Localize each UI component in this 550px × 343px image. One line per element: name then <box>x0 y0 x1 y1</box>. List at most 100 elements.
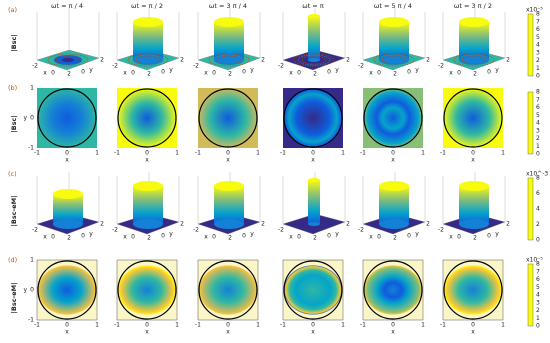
colorbar-tick: 5 <box>536 112 540 119</box>
x-tick-label: 1 <box>341 322 345 329</box>
axis-label: x <box>391 157 395 164</box>
colorbar-tick: 0 <box>536 73 540 80</box>
axis-label: x <box>123 234 127 241</box>
axis-tick: 2 <box>426 221 430 228</box>
map-field <box>199 265 257 315</box>
axis-label: x <box>204 70 208 77</box>
column-title: ωt = 3 π / 4 <box>209 2 247 10</box>
axis-label: y <box>250 231 254 238</box>
axis-tick: 0 <box>297 234 301 241</box>
colorbar-exponent: x10^-3 <box>526 171 548 178</box>
field-ring <box>55 55 81 65</box>
axis-tick: -2 <box>358 227 364 234</box>
colorbar-tick: 6 <box>536 190 540 197</box>
axis-label: x <box>289 70 293 77</box>
surface-body <box>214 22 244 60</box>
map-field <box>198 88 258 148</box>
x-tick-label: 1 <box>175 322 179 329</box>
axis-label: y <box>415 231 419 238</box>
axis-tick: 2 <box>67 71 71 78</box>
colorbar-tick: 7 <box>536 268 540 275</box>
colorbar-tick: 8 <box>536 261 540 268</box>
field-ring <box>381 55 407 65</box>
axis-label: x <box>471 329 475 336</box>
map-field <box>364 265 422 315</box>
surface-top <box>308 178 320 182</box>
axis-label: x <box>449 234 453 241</box>
row-quantity: |Bsc-eM| <box>10 196 19 227</box>
x-tick-label: 0 <box>391 150 395 157</box>
axis-label: x <box>289 234 293 241</box>
x-tick-label: 1 <box>256 150 260 157</box>
boundary-circle <box>443 88 503 148</box>
axis-tick: 0 <box>81 69 85 76</box>
surface-base <box>308 222 320 226</box>
axis-tick: 2 <box>147 71 151 78</box>
axis-tick: 2 <box>261 221 265 228</box>
y-tick-label: 0 <box>30 115 34 122</box>
surface-base <box>133 55 163 65</box>
field-ring <box>453 53 495 67</box>
axis-label: x <box>145 157 149 164</box>
row-quantity: |Bsc| <box>10 34 19 51</box>
colorbar-tick: 4 <box>536 42 540 49</box>
colorbar-tick: 0 <box>536 151 540 158</box>
axis-tick: 0 <box>131 70 135 77</box>
x-tick-label: -1 <box>280 322 286 329</box>
colorbar-tick: 8 <box>536 175 540 182</box>
colorbar-tick: 7 <box>536 96 540 103</box>
field-ring <box>135 55 161 65</box>
map-field <box>363 88 423 148</box>
boundary-circle <box>283 88 343 148</box>
axis-tick: 0 <box>297 70 301 77</box>
axis-tick: -2 <box>358 63 364 70</box>
surface-base <box>214 219 244 229</box>
axis-tick: 2 <box>180 57 184 64</box>
axis-tick: 2 <box>506 57 510 64</box>
x-tick-label: -1 <box>280 150 286 157</box>
axis-label: y <box>169 67 173 74</box>
map-field <box>443 88 503 148</box>
x-tick-label: 0 <box>145 150 149 157</box>
axis-tick: 2 <box>506 221 510 228</box>
axis-tick: 2 <box>393 71 397 78</box>
colorbar-tick: 4 <box>536 120 540 127</box>
column-title: ωt = 5 π / 4 <box>374 2 412 10</box>
axis-label: x <box>311 157 315 164</box>
colorbar-tick: 1 <box>536 143 540 150</box>
field-ring <box>216 55 242 65</box>
axis-tick: 2 <box>473 71 477 78</box>
axis-label: y <box>169 231 173 238</box>
boundary-circle <box>37 88 97 148</box>
y-tick-label: -1 <box>28 145 34 152</box>
axis-tick: -2 <box>438 227 444 234</box>
x-tick-label: 1 <box>95 150 99 157</box>
x-tick-label: 1 <box>421 322 425 329</box>
surface-base <box>53 219 83 229</box>
axis-label: y <box>335 67 339 74</box>
axis-label: y <box>23 115 27 122</box>
axis-tick: -2 <box>193 227 199 234</box>
axis-tick: -2 <box>438 63 444 70</box>
axis-tick: 0 <box>377 70 381 77</box>
y-tick-label: 0 <box>30 287 34 294</box>
colorbar-tick: 4 <box>536 292 540 299</box>
x-tick-label: 0 <box>226 150 230 157</box>
colorbar <box>527 13 534 77</box>
axis-tick: -2 <box>32 227 38 234</box>
colorbar-tick: 8 <box>536 89 540 96</box>
field-ring <box>457 54 491 66</box>
axis-label: x <box>311 329 315 336</box>
field-ring <box>373 53 415 67</box>
axis-label: y <box>89 231 93 238</box>
axis-tick: 2 <box>346 221 350 228</box>
x-tick-label: 1 <box>341 150 345 157</box>
colorbar <box>527 177 534 241</box>
axis-tick: -2 <box>278 227 284 234</box>
colorbar-tick: 3 <box>536 127 540 134</box>
axis-tick: 0 <box>242 233 246 240</box>
field-ring <box>212 54 246 66</box>
x-tick-label: 1 <box>95 322 99 329</box>
axis-label: y <box>23 287 27 294</box>
x-tick-label: -1 <box>440 150 446 157</box>
